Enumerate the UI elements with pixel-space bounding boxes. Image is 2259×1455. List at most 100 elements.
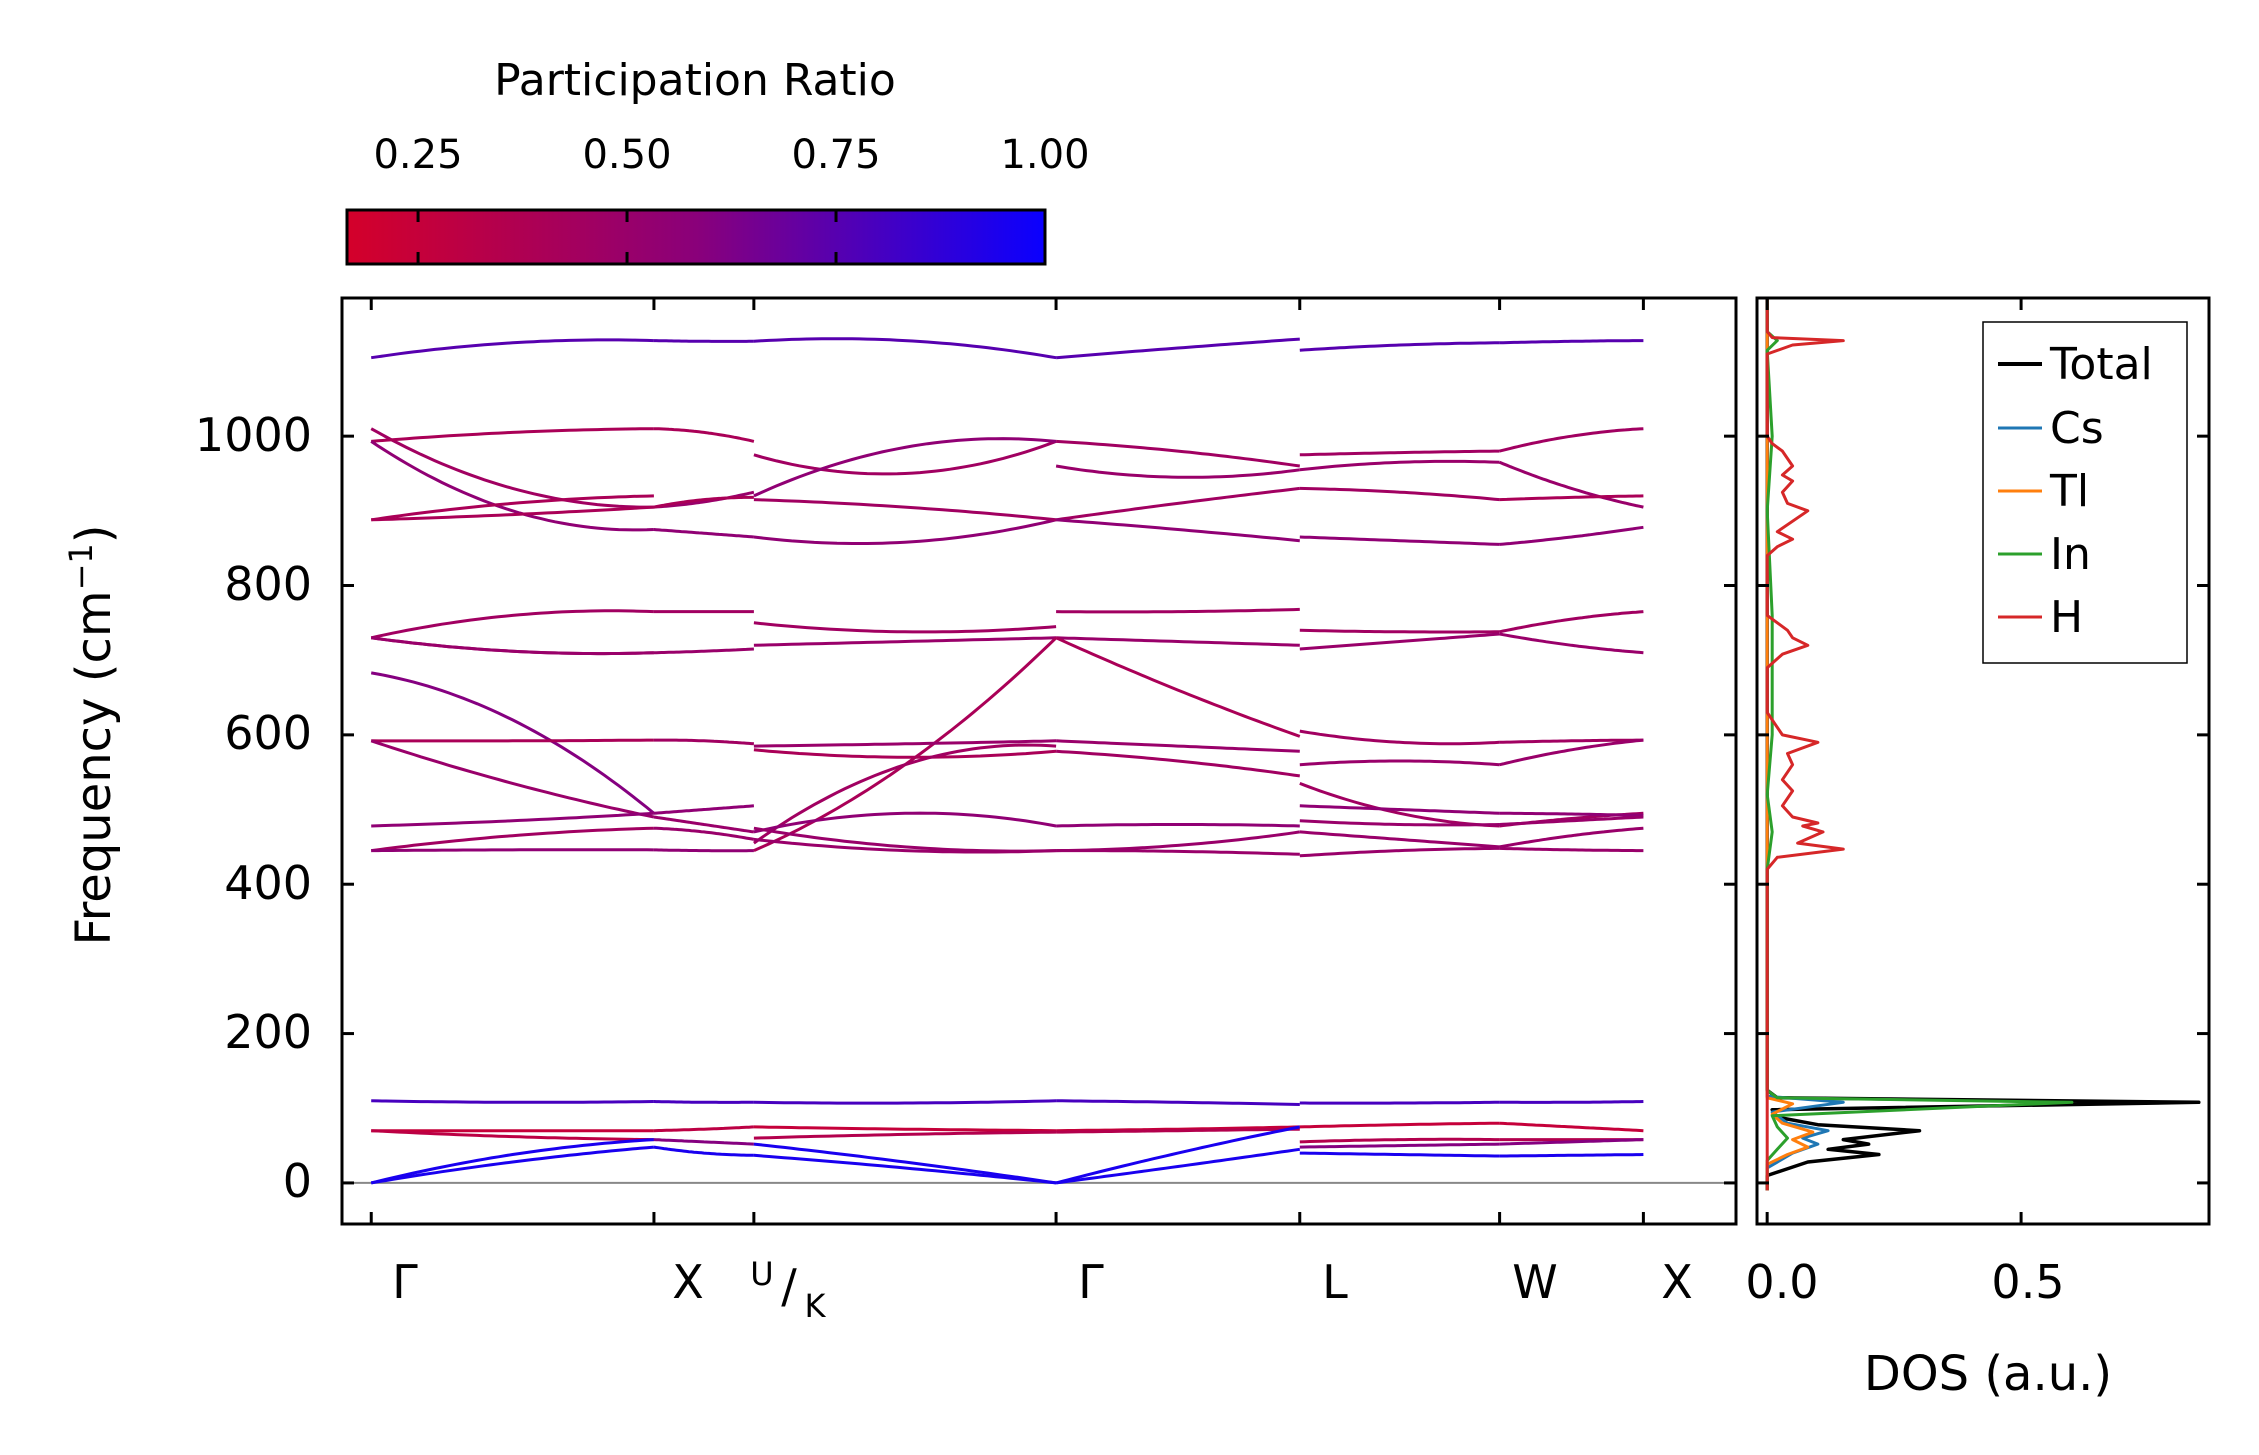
kpath-label-k: K	[805, 1287, 827, 1325]
phonon-band	[1299, 1151, 1500, 1158]
phonon-band	[1499, 610, 1644, 634]
phonon-band	[1299, 1142, 1500, 1149]
phonon-band	[1299, 459, 1500, 472]
phonon-band	[1499, 815, 1644, 826]
phonon-band	[371, 505, 654, 522]
band-lines	[370, 337, 1644, 1185]
phonon-band	[1499, 811, 1644, 817]
kpath-label-x: X	[672, 1255, 704, 1309]
legend-label-total: Total	[2049, 339, 2153, 390]
kpath-label-w: W	[1512, 1255, 1557, 1309]
phonon-band	[1056, 1127, 1300, 1134]
phonon-band	[653, 826, 755, 841]
phonon-band	[1499, 339, 1644, 345]
phonon-band	[653, 848, 754, 853]
phonon-band	[753, 439, 1057, 476]
phonon-band	[371, 1099, 654, 1104]
phonon-band	[653, 339, 754, 343]
phonon-band	[1499, 1121, 1644, 1133]
phonon-band	[653, 804, 755, 815]
phonon-band	[371, 738, 654, 743]
phonon-band	[1499, 1153, 1644, 1158]
y-tick-label: 200	[224, 1005, 312, 1059]
legend-label-tl: Tl	[2049, 466, 2089, 517]
phonon-band	[1055, 464, 1300, 479]
phonon-band	[753, 518, 1057, 545]
phonon-band	[1299, 846, 1500, 858]
dos-panel: 0.0 0.5 DOS (a.u.) Total Cs Tl In H	[1745, 296, 2211, 1402]
phonon-band	[1056, 607, 1300, 614]
legend-label-h: H	[2050, 592, 2083, 643]
phonon-band	[1499, 826, 1644, 849]
band-axis-ticks	[342, 298, 1736, 1224]
phonon-band	[753, 748, 1057, 759]
phonon-band	[753, 337, 1057, 360]
colorbar-tick-label: 1.00	[1000, 132, 1089, 178]
phonon-band	[1055, 636, 1301, 738]
phonon-band	[370, 494, 654, 522]
phonon-band	[1299, 449, 1500, 457]
y-tick-label: 600	[224, 706, 312, 760]
y-tick-label: 400	[224, 856, 312, 910]
phonon-band	[653, 1138, 754, 1146]
phonon-band	[753, 636, 1057, 647]
phonon-band	[1299, 819, 1500, 827]
phonon-band	[1056, 849, 1300, 856]
band-axes-frame	[340, 296, 1738, 1226]
colorbar-tick-label: 0.25	[373, 132, 462, 178]
phonon-band	[1499, 1100, 1644, 1104]
dos-x-tick-label: 0.5	[1991, 1255, 2064, 1309]
phonon-band	[653, 815, 755, 834]
phonon-band	[653, 1100, 754, 1104]
phonon-band	[370, 427, 654, 509]
kpath-label-gamma: Γ	[1078, 1255, 1104, 1309]
phonon-band	[1499, 1138, 1644, 1146]
phonon-band	[371, 826, 654, 853]
phonon-band	[1299, 632, 1500, 651]
kpath-label-u: U	[750, 1255, 773, 1293]
kpath-label-slash: /	[781, 1259, 797, 1313]
phonon-band	[371, 848, 654, 853]
phonon-band	[1299, 759, 1500, 767]
phonon-band	[370, 609, 654, 640]
phonon-band	[1299, 486, 1500, 502]
dos-x-axis-label: DOS (a.u.)	[1864, 1346, 2112, 1402]
phonon-band	[370, 338, 654, 360]
phonon-band	[653, 738, 755, 746]
phonon-band	[1499, 632, 1644, 655]
phonon-band	[1055, 1125, 1301, 1185]
colorbar-tick-label: 0.50	[582, 132, 671, 178]
y-axis-label: Frequency (cm−1)	[62, 524, 122, 945]
phonon-band	[753, 498, 1057, 522]
phonon-band	[1055, 337, 1300, 360]
phonon-band	[1299, 804, 1500, 815]
phonon-band	[370, 671, 655, 815]
colorbar-ticks	[416, 210, 838, 264]
kpath-label-gamma: Γ	[392, 1255, 418, 1309]
phonon-band	[1499, 525, 1644, 546]
phonon-band	[753, 743, 1057, 845]
dos-series-h	[1765, 298, 1845, 1191]
dos-axis-ticks	[1757, 298, 2209, 1224]
kpath-label-l: L	[1322, 1255, 1348, 1309]
phonon-band	[653, 427, 755, 443]
y-tick-label: 0	[283, 1154, 312, 1208]
phonon-band	[1299, 1121, 1500, 1129]
band-panel: 0 200 400 600 800 1000 Frequency (cm−1) …	[62, 296, 1738, 1325]
kpath-label-x: X	[1661, 1255, 1693, 1309]
phonon-band	[1499, 738, 1644, 767]
dos-series-cs	[1765, 298, 1845, 1191]
phonon-band	[371, 1129, 654, 1142]
phonon-band	[1499, 460, 1644, 509]
phonon-band	[1056, 518, 1300, 543]
phonon-band	[1056, 439, 1300, 468]
phonon-band	[1056, 636, 1300, 647]
phonon-band	[653, 495, 754, 509]
phonon-band	[1499, 494, 1644, 502]
phonon-band	[1499, 738, 1644, 744]
dos-x-tick-label: 0.0	[1745, 1255, 1818, 1309]
phonon-band	[753, 826, 1057, 853]
phonon-band	[753, 1142, 1057, 1185]
phonon-band	[1299, 729, 1500, 746]
